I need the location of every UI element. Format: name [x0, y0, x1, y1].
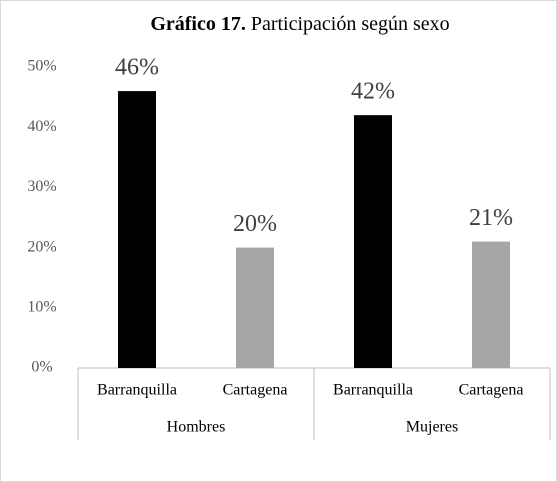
value-label: 46% [115, 55, 159, 81]
x-tick-label: Cartagena [459, 382, 524, 399]
group-label: Hombres [167, 419, 226, 436]
y-tick-label: 40% [27, 118, 56, 135]
bar [236, 247, 274, 368]
x-tick-label: Barranquilla [333, 382, 413, 399]
value-label: 21% [469, 205, 513, 231]
title-text: Participación según sexo [251, 13, 450, 35]
group-label: Mujeres [406, 419, 458, 436]
y-tick-label: 30% [27, 178, 56, 195]
value-label: 42% [351, 79, 395, 105]
chart-title: Gráfico 17. Participación según sexo [150, 13, 449, 35]
title-number: Gráfico 17. [150, 13, 246, 35]
y-tick-label: 20% [27, 238, 56, 255]
value-label: 20% [233, 211, 277, 237]
bar [472, 241, 510, 368]
x-tick-label: Cartagena [223, 382, 288, 399]
x-tick-label: Barranquilla [97, 382, 177, 399]
bar [354, 115, 392, 368]
bar [118, 91, 156, 368]
y-tick-label: 50% [27, 58, 56, 75]
y-tick-label: 10% [27, 298, 56, 315]
y-tick-label: 0% [31, 359, 52, 376]
